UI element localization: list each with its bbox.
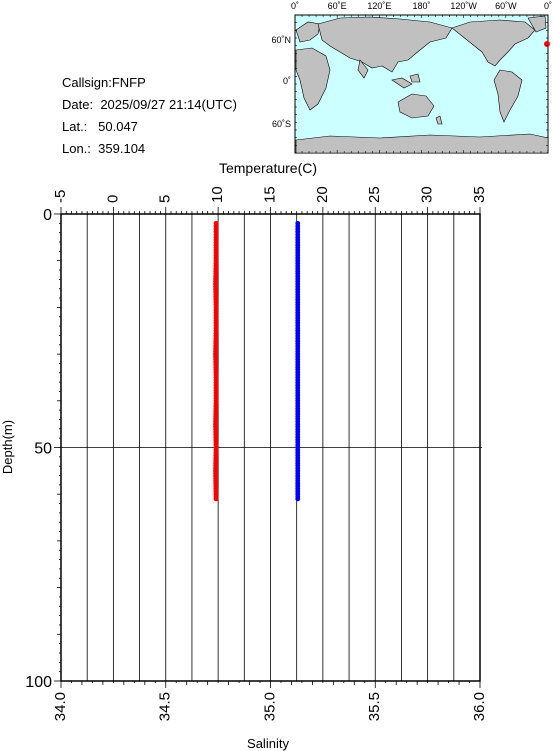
depth-tick-label: 0 xyxy=(43,207,52,224)
map-longitude-label: 60˚E xyxy=(328,1,347,11)
temperature-tick-label: 10 xyxy=(209,186,226,203)
callsign-line: Callsign:FNFP xyxy=(62,72,237,94)
map-longitude-label: 60˚W xyxy=(495,1,517,11)
temperature-tick-labels: -5 0 5 10 15 20 25 30 35 xyxy=(52,186,488,203)
depth-tick-label: 50 xyxy=(34,441,52,458)
map-land xyxy=(295,15,549,154)
map-latitude-label: 60˚S xyxy=(272,119,291,129)
depth-axis-label: Depth(m) xyxy=(0,420,15,474)
salinity-tick-label: 34.5 xyxy=(157,692,174,721)
map-latitude-label: 0˚ xyxy=(283,76,291,86)
salinity-axis-label: Salinity xyxy=(247,736,289,751)
depth-tick-labels: 0 50 100 xyxy=(25,207,52,691)
lat-line: Lat.: 50.047 xyxy=(62,116,237,138)
station-marker xyxy=(544,41,550,47)
salinity-point xyxy=(295,496,301,502)
temperature-tick-label: 0 xyxy=(104,195,121,203)
temperature-tick-label: 35 xyxy=(471,186,488,203)
map-left-labels: 60˚N 0˚ 60˚S xyxy=(271,35,291,129)
salinity-tick-label: 34.0 xyxy=(52,692,69,721)
salinity-tick-label: 36.0 xyxy=(471,692,488,721)
station-info: Callsign:FNFP Date: 2025/09/27 21:14(UTC… xyxy=(62,72,237,160)
temperature-point xyxy=(213,496,219,502)
salinity-tick-label: 35.5 xyxy=(366,692,383,721)
lon-label: Lon.: xyxy=(62,141,91,156)
salinity-tick-labels: 34.0 34.5 35.0 35.5 36.0 xyxy=(52,692,488,721)
map-longitude-label: 120˚W xyxy=(450,1,477,11)
chart-grid xyxy=(61,214,482,681)
map-longitude-label: 0˚ xyxy=(291,1,299,11)
world-map: 0˚ 60˚E 120˚E 180˚ 120˚W 60˚W 0˚ 60˚N 0˚ 60˚S xyxy=(271,1,552,154)
series-layer xyxy=(213,220,301,502)
temperature-tick-label: 15 xyxy=(261,186,278,203)
temperature-axis-label: Temperature(C) xyxy=(219,160,317,176)
lon-value: 359.104 xyxy=(98,141,146,156)
map-longitude-label: 0˚ xyxy=(544,1,552,11)
lat-value: 50.047 xyxy=(98,119,138,134)
salinity-tick-label: 35.0 xyxy=(261,692,278,721)
temperature-tick-label: 30 xyxy=(419,186,436,203)
callsign: Callsign:FNFP xyxy=(62,75,146,90)
lat-label: Lat.: xyxy=(62,119,88,134)
lon-line: Lon.: 359.104 xyxy=(62,138,237,160)
depth-tick-label: 100 xyxy=(25,674,52,691)
date-line: Date: 2025/09/27 21:14(UTC) xyxy=(62,94,237,116)
map-longitude-label: 180˚ xyxy=(412,1,430,11)
date-value: 2025/09/27 21:14(UTC) xyxy=(100,97,237,112)
map-top-labels: 0˚ 60˚E 120˚E 180˚ 120˚W 60˚W 0˚ xyxy=(291,1,552,11)
date-label: Date: xyxy=(62,97,94,112)
temperature-tick-label: 20 xyxy=(314,186,331,203)
temperature-tick-label: 25 xyxy=(366,186,383,203)
minor-ticks xyxy=(54,207,481,688)
map-latitude-label: 60˚N xyxy=(271,35,291,45)
temperature-tick-label: 5 xyxy=(157,195,174,203)
map-longitude-label: 120˚E xyxy=(367,1,391,11)
map-ticks xyxy=(294,14,549,154)
temperature-tick-label: -5 xyxy=(52,190,69,203)
